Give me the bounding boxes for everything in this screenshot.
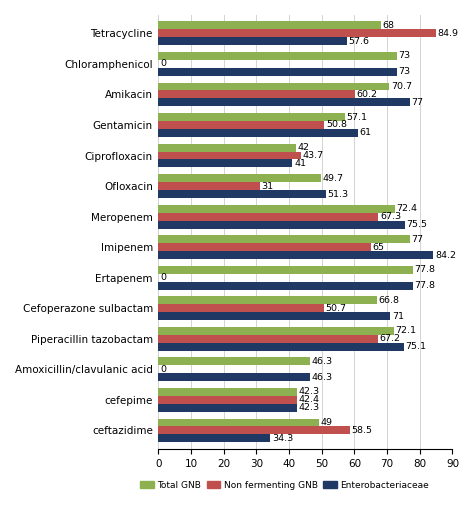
Bar bbox=[158, 37, 346, 45]
Bar bbox=[158, 427, 349, 435]
Text: 77: 77 bbox=[411, 98, 424, 107]
Bar bbox=[158, 221, 405, 229]
Text: 75.5: 75.5 bbox=[407, 220, 428, 229]
Text: 42.3: 42.3 bbox=[298, 388, 319, 397]
Text: 0: 0 bbox=[160, 273, 166, 282]
Text: 70.7: 70.7 bbox=[391, 82, 412, 91]
Text: 46.3: 46.3 bbox=[311, 357, 332, 366]
Bar bbox=[158, 68, 397, 76]
Bar bbox=[158, 205, 395, 213]
Bar bbox=[158, 373, 310, 381]
Bar bbox=[158, 281, 412, 290]
Text: 60.2: 60.2 bbox=[357, 90, 378, 99]
Bar bbox=[158, 251, 434, 259]
Text: 68: 68 bbox=[382, 21, 394, 30]
Text: 66.8: 66.8 bbox=[378, 296, 399, 305]
Text: 49.7: 49.7 bbox=[322, 174, 344, 183]
Text: 49: 49 bbox=[320, 418, 332, 427]
Bar bbox=[158, 90, 355, 98]
Bar bbox=[158, 388, 297, 396]
Text: 43.7: 43.7 bbox=[303, 151, 324, 160]
Bar bbox=[158, 235, 410, 243]
Bar bbox=[158, 435, 271, 442]
Text: 41: 41 bbox=[294, 159, 306, 168]
Bar bbox=[158, 419, 319, 427]
Text: 31: 31 bbox=[261, 182, 273, 191]
Bar bbox=[158, 296, 377, 304]
Text: 42: 42 bbox=[297, 143, 309, 152]
Text: 84.9: 84.9 bbox=[438, 29, 458, 38]
Text: 57.1: 57.1 bbox=[346, 112, 368, 121]
Text: 46.3: 46.3 bbox=[311, 373, 332, 382]
Bar bbox=[158, 304, 324, 312]
Text: 58.5: 58.5 bbox=[351, 426, 372, 435]
Text: 72.1: 72.1 bbox=[396, 326, 417, 335]
Bar bbox=[158, 182, 260, 190]
Bar bbox=[158, 213, 378, 221]
Bar bbox=[158, 98, 410, 106]
Bar bbox=[158, 312, 391, 320]
Legend: Total GNB, Non fermenting GNB, Enterobacteriaceae: Total GNB, Non fermenting GNB, Enterobac… bbox=[137, 477, 433, 493]
Text: 0: 0 bbox=[160, 365, 166, 374]
Bar bbox=[158, 113, 345, 121]
Text: 57.6: 57.6 bbox=[348, 37, 369, 46]
Text: 67.2: 67.2 bbox=[380, 334, 401, 343]
Bar bbox=[158, 30, 436, 37]
Text: 42.3: 42.3 bbox=[298, 403, 319, 412]
Bar bbox=[158, 266, 412, 274]
Text: 50.7: 50.7 bbox=[326, 304, 346, 313]
Bar bbox=[158, 396, 297, 404]
Text: 77.8: 77.8 bbox=[414, 265, 435, 274]
Bar bbox=[158, 404, 297, 412]
Bar bbox=[158, 52, 397, 60]
Text: 50.8: 50.8 bbox=[326, 120, 347, 129]
Text: 71: 71 bbox=[392, 312, 404, 320]
Text: 34.3: 34.3 bbox=[272, 434, 293, 443]
Bar bbox=[158, 22, 381, 30]
Bar bbox=[158, 335, 378, 343]
Text: 65: 65 bbox=[373, 243, 384, 252]
Text: 67.3: 67.3 bbox=[380, 212, 401, 221]
Text: 72.4: 72.4 bbox=[397, 204, 418, 213]
Text: 84.2: 84.2 bbox=[435, 251, 456, 260]
Bar bbox=[158, 190, 326, 198]
Bar bbox=[158, 144, 296, 152]
Bar bbox=[158, 82, 389, 90]
Bar bbox=[158, 357, 310, 365]
Text: 42.4: 42.4 bbox=[299, 395, 319, 404]
Text: 77.8: 77.8 bbox=[414, 281, 435, 290]
Text: 73: 73 bbox=[399, 67, 410, 77]
Bar bbox=[158, 327, 394, 335]
Bar bbox=[158, 152, 301, 159]
Text: 77: 77 bbox=[411, 235, 424, 244]
Bar bbox=[158, 159, 292, 167]
Text: 61: 61 bbox=[359, 128, 371, 137]
Text: 73: 73 bbox=[399, 51, 410, 60]
Text: 51.3: 51.3 bbox=[328, 190, 349, 199]
Bar bbox=[158, 343, 404, 351]
Bar bbox=[158, 174, 321, 182]
Bar bbox=[158, 243, 371, 251]
Text: 0: 0 bbox=[160, 59, 166, 69]
Bar bbox=[158, 121, 324, 129]
Text: 75.1: 75.1 bbox=[405, 342, 427, 351]
Bar bbox=[158, 129, 358, 137]
